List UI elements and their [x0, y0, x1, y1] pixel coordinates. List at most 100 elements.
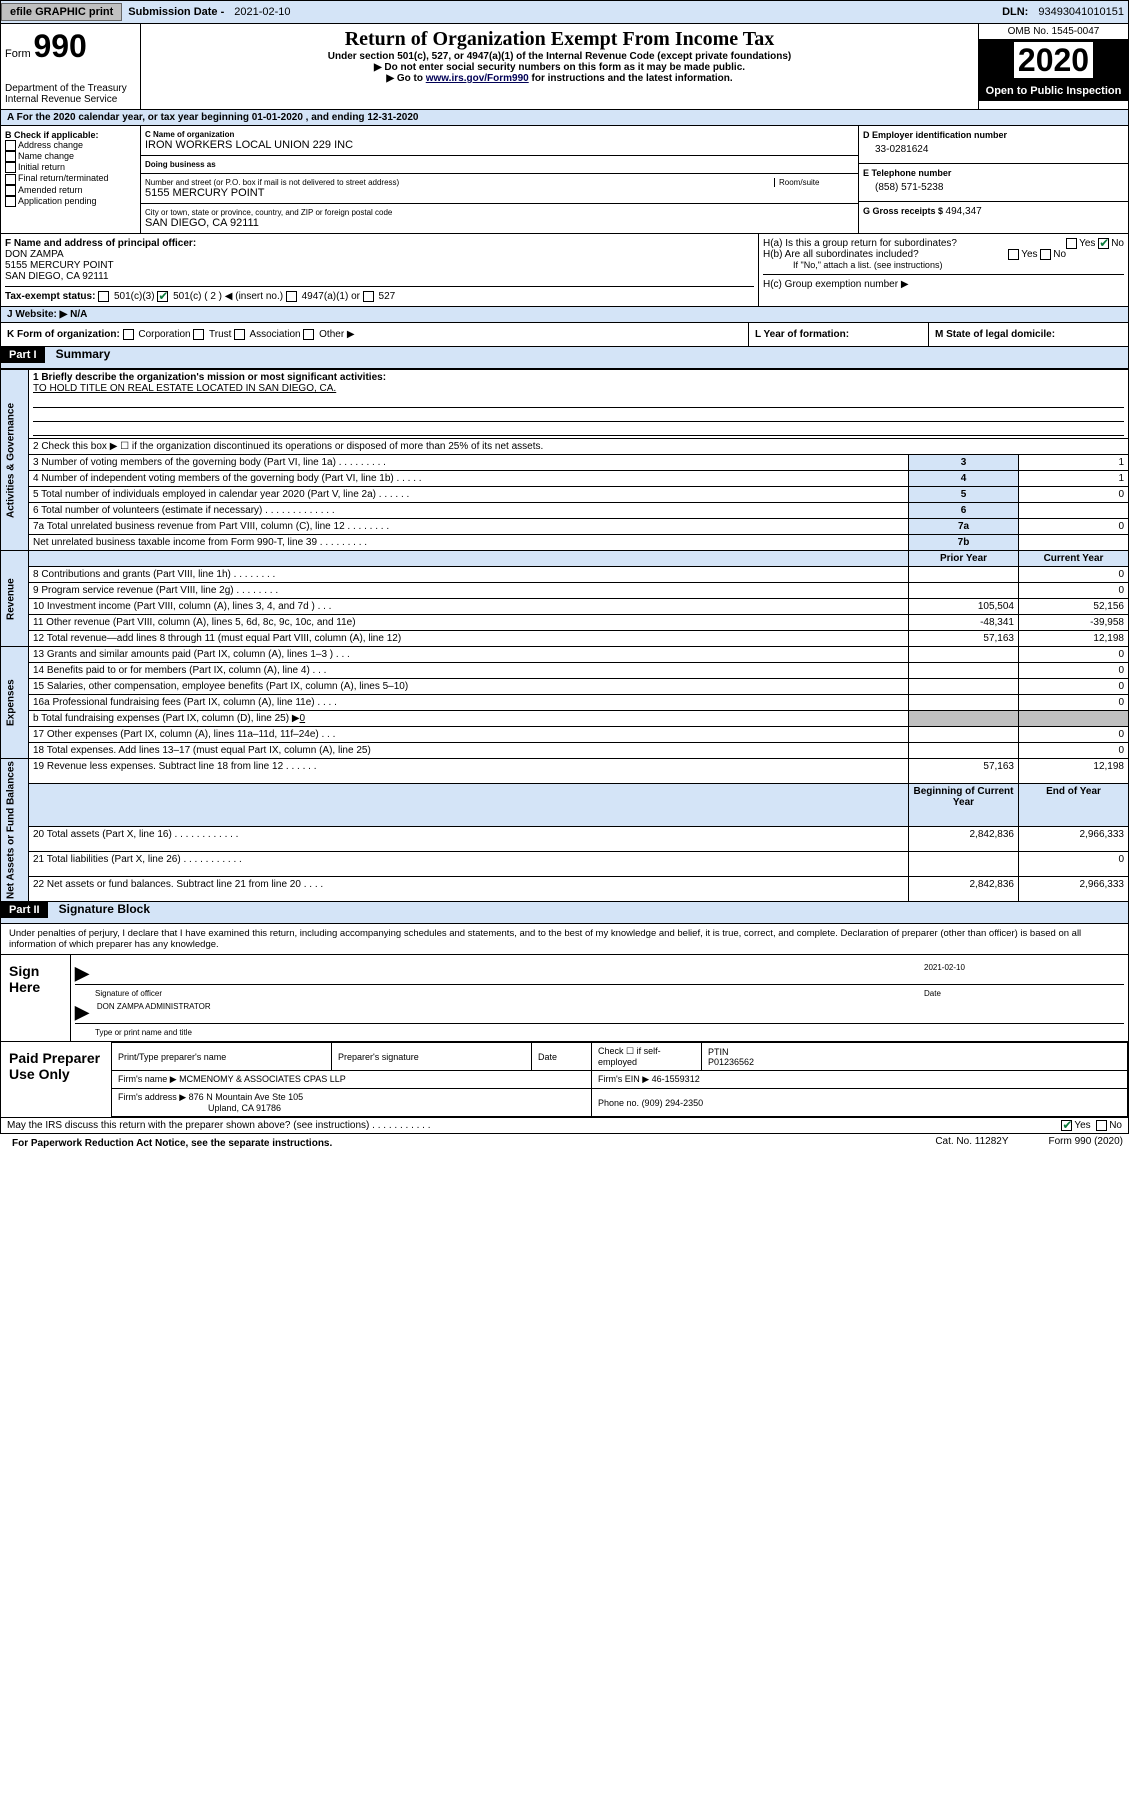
firm-ein-label: Firm's EIN ▶ [598, 1074, 649, 1084]
addr-label: Number and street (or P.O. box if mail i… [145, 178, 774, 187]
firm-ein-row: Firm's EIN ▶ 46-1559312 [592, 1071, 1128, 1089]
hb-label: H(b) Are all subordinates included? [763, 249, 919, 260]
v4: 1 [1019, 471, 1129, 487]
b-header: B Check if applicable: [5, 130, 136, 140]
v7a: 0 [1019, 519, 1129, 535]
cb-other[interactable] [303, 329, 314, 340]
cb-initial-return[interactable]: Initial return [5, 162, 136, 173]
addr-box: Number and street (or P.O. box if mail i… [141, 174, 858, 204]
cb-ha-yes[interactable] [1066, 238, 1077, 249]
link-post: for instructions and the latest informat… [532, 73, 733, 84]
tax-year: 2020 [979, 40, 1128, 81]
hb-line: H(b) Are all subordinates included? Yes … [763, 249, 1124, 260]
gross-value: 494,347 [946, 206, 982, 217]
city-label: City or town, state or province, country… [145, 208, 854, 217]
opt-other: Other ▶ [319, 329, 354, 340]
cat-number: Cat. No. 11282Y [935, 1136, 1008, 1151]
form-title-box: Return of Organization Exempt From Incom… [141, 24, 978, 109]
cb-final-return[interactable]: Final return/terminated [5, 173, 136, 184]
hb-note: If "No," attach a list. (see instruction… [763, 260, 1124, 270]
phone-label: Phone no. [598, 1098, 639, 1108]
line-8: 8 Contributions and grants (Part VIII, l… [29, 567, 909, 583]
firm-name-row: Firm's name ▶ MCMENOMY & ASSOCIATES CPAS… [112, 1071, 592, 1089]
top-bar: efile GRAPHIC print Submission Date - 20… [0, 0, 1129, 24]
line-7a: 7a Total unrelated business revenue from… [29, 519, 909, 535]
i-label: Tax-exempt status: [5, 291, 95, 302]
l11p: -48,341 [909, 615, 1019, 631]
officer-addr2: SAN DIEGO, CA 92111 [5, 271, 754, 282]
l20b: 2,842,836 [909, 826, 1019, 851]
cb-label: Final return/terminated [18, 173, 109, 183]
part2-header-row: Part II Signature Block [0, 902, 1129, 924]
v5: 0 [1019, 487, 1129, 503]
cb-hb-yes[interactable] [1008, 249, 1019, 260]
cb-assoc[interactable] [234, 329, 245, 340]
opt-527: 527 [379, 291, 396, 302]
section-m: M State of legal domicile: [928, 323, 1128, 346]
l22e: 2,966,333 [1019, 877, 1129, 902]
v3: 1 [1019, 455, 1129, 471]
l21e: 0 [1019, 851, 1129, 876]
cb-label: Amended return [18, 185, 83, 195]
section-h: H(a) Is this a group return for subordin… [758, 234, 1128, 306]
n5: 5 [909, 487, 1019, 503]
cb-527[interactable] [363, 291, 374, 302]
l10p: 105,504 [909, 599, 1019, 615]
cb-address-change[interactable]: Address change [5, 140, 136, 151]
line-1: 1 Briefly describe the organization's mi… [29, 370, 1129, 439]
line-18: 18 Total expenses. Add lines 13–17 (must… [29, 743, 909, 759]
dba-label: Doing business as [145, 160, 854, 169]
side-expenses: Expenses [1, 647, 29, 759]
cb-4947[interactable] [286, 291, 297, 302]
officer-addr1: 5155 MERCURY POINT [5, 260, 754, 271]
l9p [909, 583, 1019, 599]
l16bp [909, 711, 1019, 727]
cb-label: Initial return [18, 162, 65, 172]
phone-value: (909) 294-2350 [642, 1098, 704, 1108]
gross-box: G Gross receipts $ 494,347 [859, 202, 1128, 221]
form-header: Form 990 Department of the Treasury Inte… [0, 24, 1129, 110]
l16b-label: b Total fundraising expenses (Part IX, c… [33, 713, 300, 724]
line-9: 9 Program service revenue (Part VIII, li… [29, 583, 909, 599]
org-name-label: C Name of organization [145, 130, 854, 139]
submission-date: 2021-02-10 [230, 6, 294, 18]
officer-name: DON ZAMPA [5, 249, 754, 260]
cb-discuss-no[interactable] [1096, 1120, 1107, 1131]
l10c: 52,156 [1019, 599, 1129, 615]
part1-badge: Part I [1, 347, 45, 363]
arrow-icon: ▶ [75, 963, 97, 984]
cb-trust[interactable] [193, 329, 204, 340]
cb-hb-no[interactable] [1040, 249, 1051, 260]
cb-501c3[interactable] [98, 291, 109, 302]
signature-section: Under penalties of perjury, I declare th… [0, 924, 1129, 1118]
org-name-box: C Name of organization IRON WORKERS LOCA… [141, 126, 858, 156]
irs-link[interactable]: www.irs.gov/Form990 [426, 73, 529, 84]
section-k: K Form of organization: Corporation Trus… [1, 323, 748, 346]
part2-badge: Part II [1, 902, 48, 918]
form-year-box: OMB No. 1545-0047 2020 Open to Public In… [978, 24, 1128, 109]
line-20: 20 Total assets (Part X, line 16) . . . … [29, 826, 909, 851]
f-label: F Name and address of principal officer: [5, 238, 754, 249]
cb-discuss-yes[interactable] [1061, 1120, 1072, 1131]
cb-501c[interactable] [157, 291, 168, 302]
line-12: 12 Total revenue—add lines 8 through 11 … [29, 631, 909, 647]
ha-line: H(a) Is this a group return for subordin… [763, 238, 1124, 249]
cb-amended-return[interactable]: Amended return [5, 185, 136, 196]
l22b: 2,842,836 [909, 877, 1019, 902]
l12p: 57,163 [909, 631, 1019, 647]
cb-corp[interactable] [123, 329, 134, 340]
cb-name-change[interactable]: Name change [5, 151, 136, 162]
paid-preparer-section: Paid Preparer Use Only Print/Type prepar… [1, 1041, 1128, 1117]
cb-app-pending[interactable]: Application pending [5, 196, 136, 207]
hdr-blank [29, 551, 909, 567]
tel-value: (858) 571-5238 [863, 178, 1124, 197]
l15c: 0 [1019, 679, 1129, 695]
efile-print-button[interactable]: efile GRAPHIC print [1, 3, 122, 21]
form-number-box: Form 990 Department of the Treasury Inte… [1, 24, 141, 109]
yes-label: Yes [1021, 249, 1037, 260]
cb-ha-no[interactable] [1098, 238, 1109, 249]
line-16a: 16a Professional fundraising fees (Part … [29, 695, 909, 711]
l16bc [1019, 711, 1129, 727]
line-3: 3 Number of voting members of the govern… [29, 455, 909, 471]
side-activities: Activities & Governance [1, 370, 29, 551]
